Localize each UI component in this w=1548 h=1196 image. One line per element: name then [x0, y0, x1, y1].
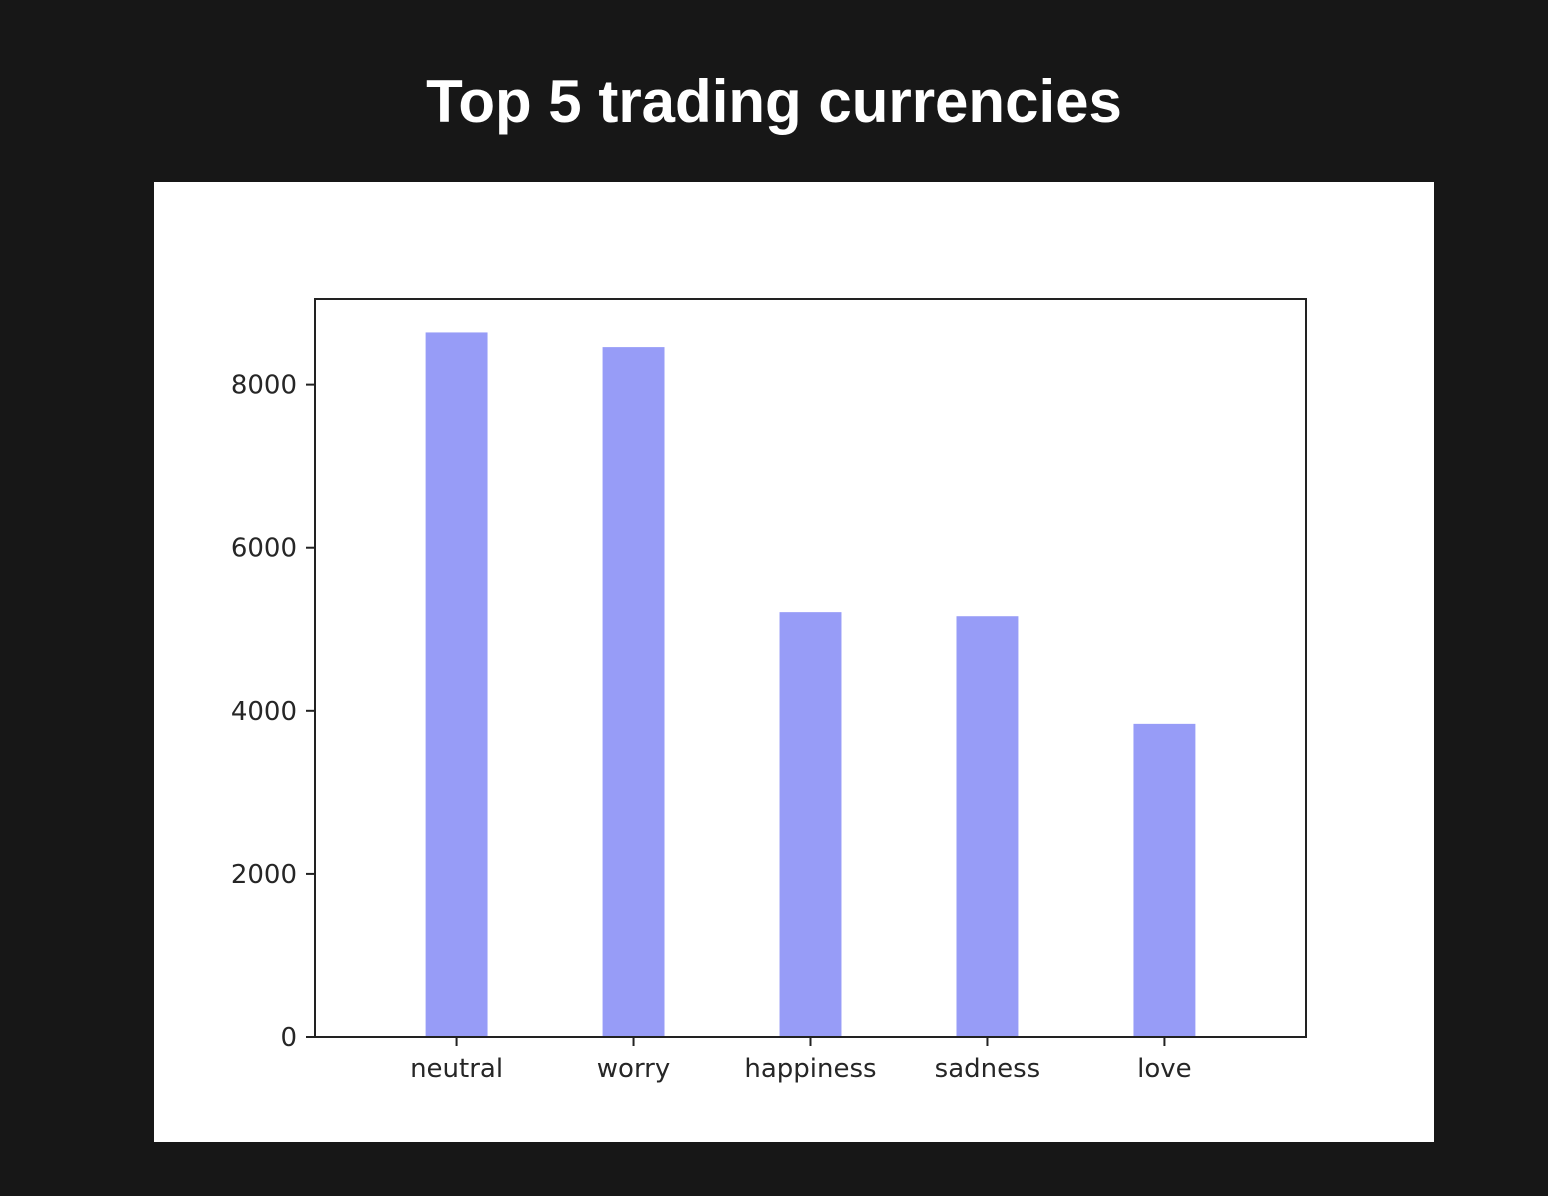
- x-tick-label: love: [1137, 1054, 1192, 1084]
- x-axis: neutral worry happiness sadness love: [410, 1037, 1192, 1084]
- y-tick-label: 4000: [231, 697, 297, 727]
- y-tick-label: 6000: [231, 534, 297, 564]
- y-tick-label: 8000: [231, 371, 297, 401]
- bars-group: [425, 332, 1196, 1038]
- page-title: Top 5 trading currencies: [426, 68, 1122, 135]
- x-tick-label: worry: [597, 1054, 670, 1084]
- bar-sadness: [956, 616, 1019, 1037]
- y-tick-label: 0: [280, 1023, 297, 1053]
- y-tick-label: 2000: [231, 860, 297, 890]
- bar-worry: [602, 347, 665, 1038]
- y-axis: 0 2000 4000 6000 8000: [231, 371, 315, 1053]
- x-tick-label: happiness: [744, 1054, 876, 1084]
- bar-chart: 0 2000 4000 6000 8000 neutral worry happiness s…: [231, 298, 1307, 1084]
- bar-happiness: [779, 612, 842, 1037]
- bar-neutral: [425, 332, 488, 1037]
- x-tick-label: sadness: [935, 1054, 1041, 1084]
- chart-panel: 0 2000 4000 6000 8000 neutral worry happiness s…: [154, 182, 1434, 1142]
- x-tick-label: neutral: [410, 1054, 503, 1084]
- bar-love: [1133, 723, 1196, 1037]
